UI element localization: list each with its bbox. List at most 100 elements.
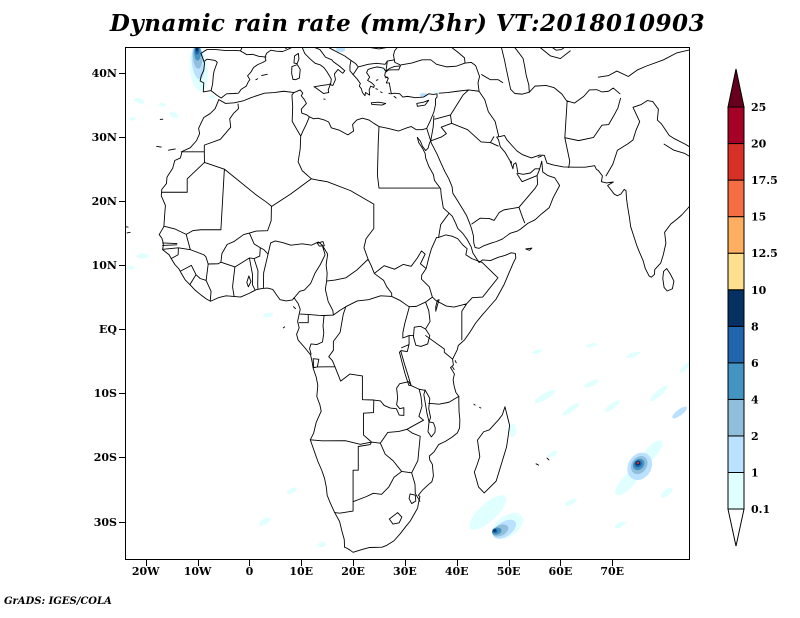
coastline-sinai-arabia-asia <box>417 135 690 277</box>
rain-cell <box>562 403 579 416</box>
lat-tick <box>119 521 125 523</box>
colorbar-label: 1 <box>751 467 759 480</box>
lon-axis-label: 10W <box>183 565 212 578</box>
lon-tick <box>145 560 147 566</box>
lat-axis-label: 40N <box>91 66 117 80</box>
rain-cell <box>672 406 687 419</box>
colorbar-segment <box>727 289 745 327</box>
colorbar-segment <box>727 252 745 291</box>
rain-cell <box>564 498 577 506</box>
rain-cell <box>195 47 199 52</box>
rain-cell <box>660 487 673 498</box>
colorbar-segment <box>727 216 745 254</box>
colorbar-label: 8 <box>751 320 759 333</box>
lat-tick <box>119 393 125 395</box>
colorbar-label: 6 <box>751 357 759 370</box>
coastline-north-africa-levant-turkey <box>219 47 465 135</box>
lat-axis-label: 30S <box>93 515 117 529</box>
rain-cell <box>259 517 271 526</box>
colorbar-label: 17.5 <box>751 174 778 187</box>
rain-cell <box>547 450 558 458</box>
lon-tick <box>456 560 458 566</box>
rain-cell <box>469 495 507 530</box>
colorbar-segment <box>727 325 745 364</box>
lon-axis-label: 0 <box>245 565 254 578</box>
rain-cell <box>126 265 135 270</box>
lat-axis-label: EQ <box>99 323 117 337</box>
lon-tick <box>353 560 355 566</box>
rain-cell <box>650 385 668 402</box>
lat-axis-label: 20N <box>91 194 117 208</box>
rain-cell <box>534 389 556 404</box>
rain-cell <box>532 349 543 355</box>
lat-tick <box>119 329 125 331</box>
lat-axis-label: 10N <box>91 259 117 273</box>
colorbar-label: 10 <box>751 284 767 297</box>
rain-cell <box>317 541 327 548</box>
coastline-border-layer <box>125 47 690 552</box>
coastline-balkans-greece <box>328 47 386 96</box>
rain-cell <box>433 90 439 94</box>
lon-axis-label: 60E <box>548 565 573 578</box>
rain-cell <box>208 95 216 99</box>
rain-shading-layer <box>126 47 690 548</box>
rain-cell <box>604 400 620 412</box>
colorbar-label: 15 <box>751 211 766 224</box>
coastline-madagascar <box>474 407 509 493</box>
lon-axis-label: 20W <box>131 565 160 578</box>
lat-axis-label: 10S <box>93 387 117 401</box>
rain-cell <box>129 116 136 121</box>
rain-cell <box>136 253 149 259</box>
colorbar-label: 4 <box>751 393 759 406</box>
borders-middle-east-asia <box>386 47 690 224</box>
colorbar-segment <box>727 362 745 400</box>
lat-tick <box>119 265 125 267</box>
rain-cell <box>493 529 497 532</box>
colorbar-segment <box>727 179 745 218</box>
lon-axis-label: 70E <box>600 565 625 578</box>
lat-axis-label: 20S <box>93 451 117 465</box>
rain-cell <box>584 379 599 388</box>
coastline-islands <box>125 53 674 465</box>
rain-cell <box>614 521 626 529</box>
rain-cell <box>679 362 690 373</box>
lon-tick <box>560 560 562 566</box>
colorbar-segment <box>727 472 745 510</box>
lon-axis-label: 30E <box>393 565 417 578</box>
rain-cell <box>509 424 517 437</box>
rain-cell <box>625 351 641 358</box>
lakes <box>247 242 439 422</box>
lat-tick <box>119 136 125 138</box>
colorbar-label: 2 <box>751 430 759 443</box>
rain-cell <box>134 98 145 104</box>
coastline-africa <box>159 100 516 553</box>
colorbar-bottom-arrow <box>727 508 745 547</box>
colorbar-segment <box>727 143 745 181</box>
colorbar-label: 25 <box>751 101 766 114</box>
lon-axis-label: 20E <box>341 565 365 578</box>
coastline-caspian-aral <box>501 47 565 94</box>
lon-axis-label: 10E <box>289 565 314 578</box>
borders-europe <box>205 47 390 91</box>
rain-cell <box>169 112 179 118</box>
lat-axis-label: 30N <box>91 130 117 144</box>
lon-axis-label: 50E <box>496 565 521 578</box>
colorbar: 0.1 1 2 4 6 8 10 12.5 15 17.5 20 25 <box>727 68 778 547</box>
map-canvas <box>125 47 690 560</box>
plot-title: Dynamic rain rate (mm/3hr) VT:2018010903 <box>109 10 706 37</box>
coastline-italy <box>301 47 345 85</box>
lon-tick <box>301 560 303 566</box>
colorbar-segment <box>727 398 745 437</box>
lat-tick <box>119 72 125 74</box>
lat-tick <box>119 457 125 459</box>
rain-cell <box>158 102 166 107</box>
rain-cell <box>286 487 297 495</box>
colorbar-segment <box>727 106 745 145</box>
lon-axis-label: 40E <box>444 565 469 578</box>
rain-cell <box>335 47 346 53</box>
coastline-iberia-france <box>200 47 292 98</box>
lon-tick <box>197 560 199 566</box>
borders-africa <box>162 93 498 525</box>
lon-tick <box>508 560 510 566</box>
